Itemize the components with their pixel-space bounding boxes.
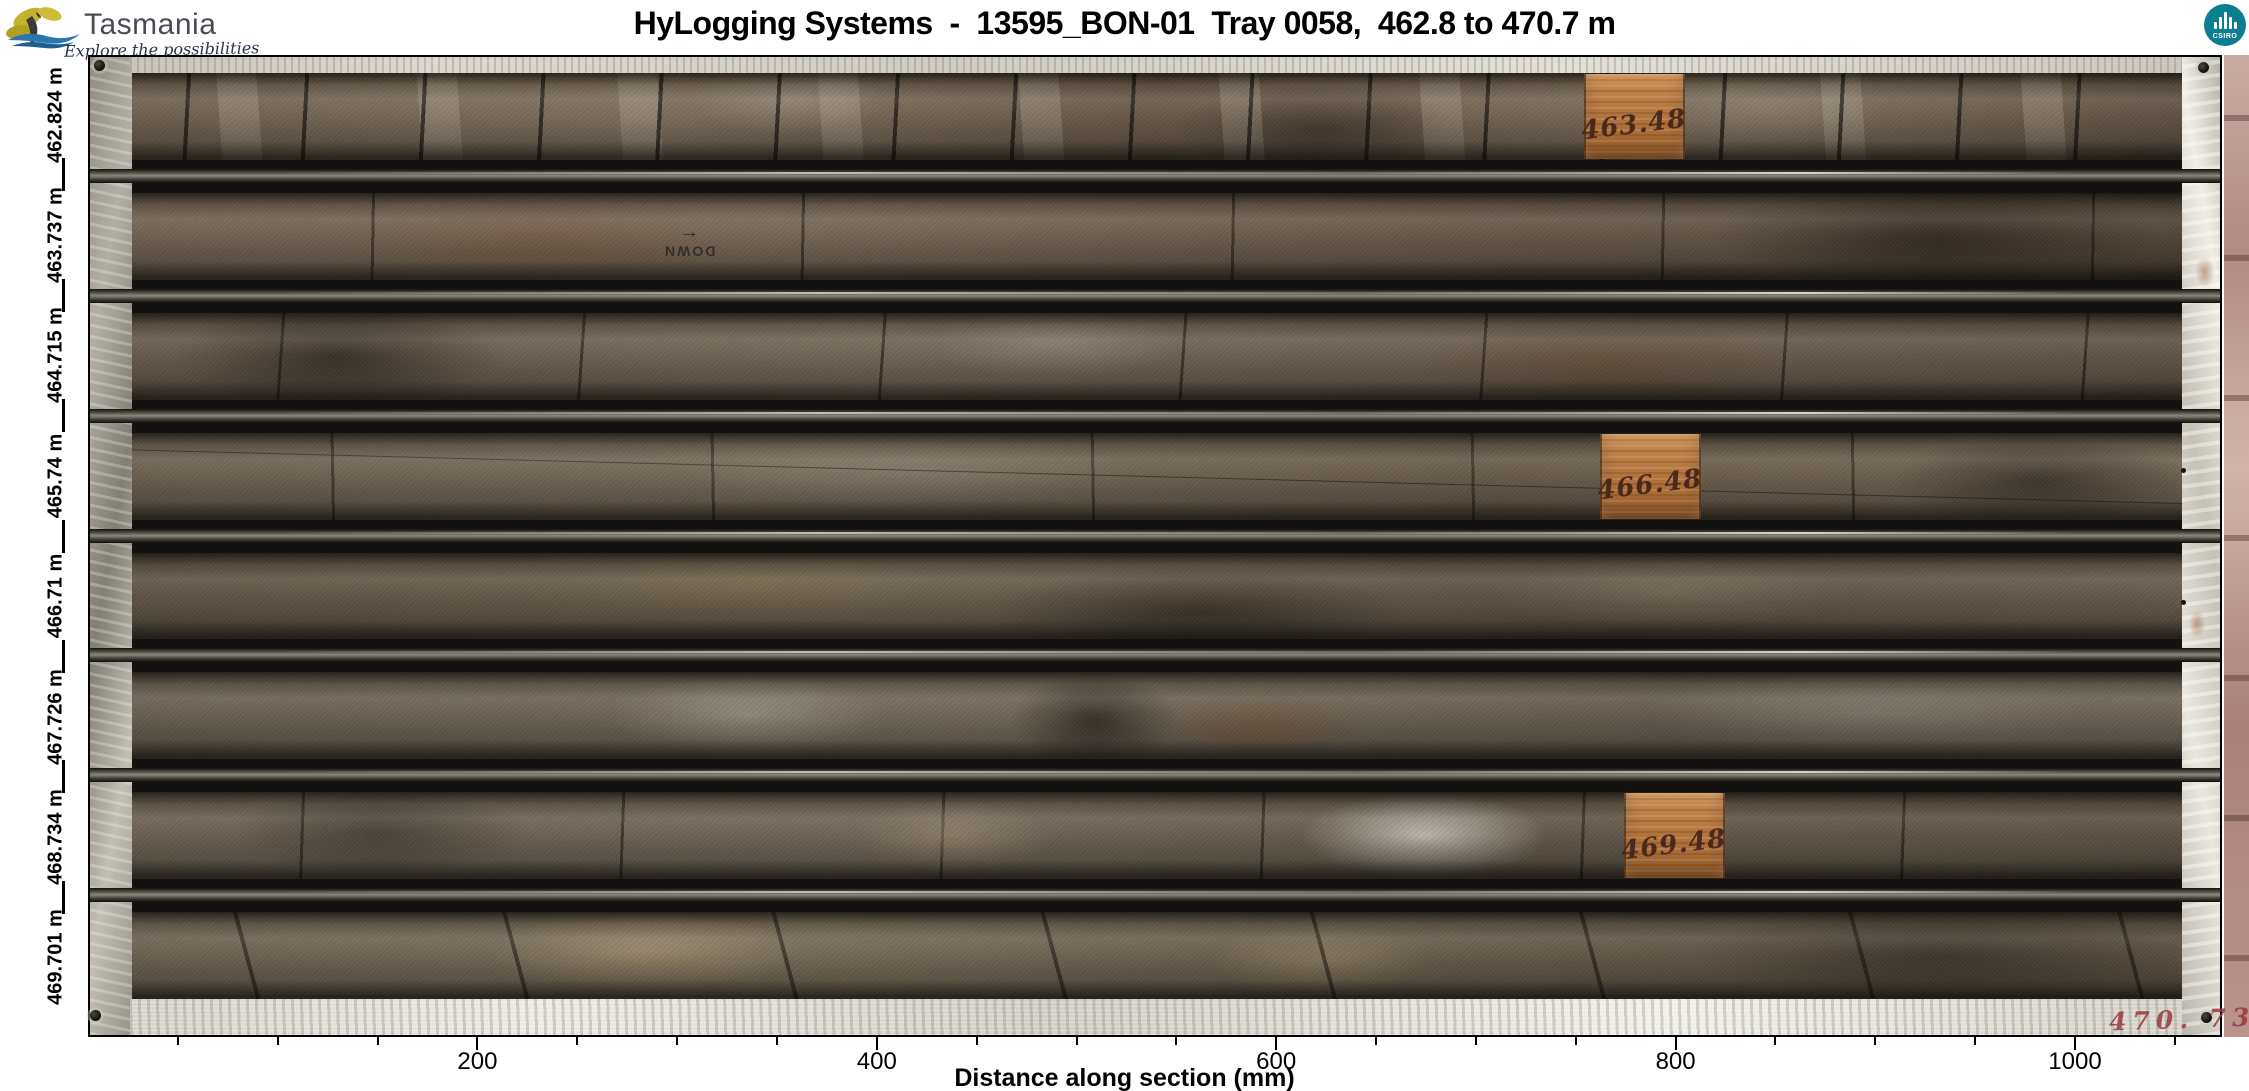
wooden-depth-block: 466.48 — [1596, 433, 1704, 519]
x-axis-tick — [176, 1037, 179, 1045]
plot-area: 463.48 → DOWN 466.48 469.48 470. 73 — [88, 55, 2249, 1037]
tray-left-rail — [90, 57, 132, 1035]
x-axis-tick-label: 600 — [1256, 1048, 1297, 1075]
x-axis-tick-label: 800 — [1655, 1048, 1696, 1075]
x-axis-tick — [1574, 1037, 1577, 1045]
csiro-logo-waveform-icon — [2204, 11, 2246, 29]
tray-screw — [2201, 1012, 2212, 1023]
core-row — [132, 552, 2182, 640]
depth-label: 468.734 m — [44, 789, 67, 885]
tray-top-edge — [130, 57, 2182, 73]
x-axis-tick — [676, 1037, 679, 1045]
x-axis-tick — [1674, 1037, 1677, 1050]
core-row — [132, 912, 2182, 999]
tasmania-logo-art — [6, 7, 80, 49]
row-divider — [90, 519, 2220, 553]
core-row: → DOWN — [132, 192, 2182, 280]
x-axis-tick — [975, 1037, 978, 1045]
core-rows: 463.48 → DOWN 466.48 469.48 — [90, 73, 2220, 999]
csiro-logo-label: CSIRO — [2212, 33, 2238, 40]
x-axis-tick — [1275, 1037, 1278, 1050]
bench-wood-strip — [2224, 55, 2249, 1037]
depth-label: 467.726 m — [44, 668, 67, 765]
core-row — [132, 672, 2182, 760]
x-axis-title: Distance along section (mm) — [954, 1064, 1295, 1091]
x-axis-tick — [1175, 1037, 1178, 1045]
y-axis-tick — [62, 639, 65, 673]
depth-label: 464.715 m — [44, 307, 67, 404]
x-axis-tick — [376, 1037, 379, 1045]
tray-screw — [94, 60, 105, 71]
x-axis-tick — [2173, 1037, 2176, 1045]
tray-rivet — [2181, 600, 2186, 605]
x-axis-tick — [1874, 1037, 1877, 1045]
y-axis-tick — [62, 880, 65, 914]
tray-screw — [90, 1010, 101, 1021]
x-axis-tick — [476, 1037, 479, 1050]
row-divider — [90, 279, 2220, 313]
figure-title: HyLogging Systems - 13595_BON-01 Tray 00… — [633, 5, 1616, 41]
x-axis-tick — [576, 1037, 579, 1045]
depth-label: 462.824 m — [44, 66, 67, 163]
divider-rail — [90, 408, 2220, 423]
x-axis-tick — [1375, 1037, 1378, 1045]
tasmania-logo: Tasmania Explore the possibilities — [6, 2, 260, 61]
divider-rail — [90, 888, 2220, 903]
divider-rail — [90, 768, 2220, 783]
csiro-logo: CSIRO — [2204, 4, 2246, 46]
depth-label: 465.74 m — [44, 433, 67, 519]
x-axis-tick-label: 400 — [856, 1048, 897, 1075]
y-axis-tick — [62, 519, 65, 553]
row-divider — [90, 399, 2220, 433]
down-arrow-icon: → — [679, 220, 700, 243]
core-row — [132, 312, 2182, 400]
row-divider — [90, 879, 2220, 913]
y-axis-tick — [62, 760, 65, 794]
x-axis-tick-label: 1000 — [2048, 1048, 2102, 1075]
wooden-depth-block: 463.48 — [1580, 74, 1688, 159]
tray-rivet — [2181, 468, 2186, 473]
tray-right-rail — [2182, 57, 2220, 1035]
x-axis-tick — [1075, 1037, 1078, 1045]
divider-rail — [90, 168, 2220, 183]
core-down-marker: → DOWN — [663, 220, 716, 260]
depth-label: 469.701 m — [44, 909, 67, 1006]
x-axis-tick — [2074, 1037, 2076, 1050]
divider-rail — [90, 288, 2220, 303]
row-divider — [90, 639, 2220, 673]
handwritten-end-depth: 470. 73 — [2108, 1002, 2249, 1037]
x-axis-tick — [1474, 1037, 1477, 1045]
x-axis-tick-label: 200 — [457, 1048, 498, 1075]
depth-label: 463.737 m — [44, 187, 67, 283]
tray-screw — [2198, 62, 2209, 73]
x-axis-tick — [276, 1037, 279, 1045]
y-axis-tick — [62, 399, 65, 433]
divider-rail — [90, 528, 2220, 543]
y-axis-tick — [62, 278, 65, 312]
wooden-depth-block: 469.48 — [1620, 793, 1728, 879]
y-axis-tick — [62, 158, 65, 192]
row-divider — [90, 759, 2220, 793]
x-axis-tick — [875, 1037, 878, 1050]
depth-block-label: 466.48 — [1596, 463, 1705, 507]
depth-block-label: 463.48 — [1580, 104, 1689, 147]
x-axis-tick — [775, 1037, 778, 1045]
tray-bottom-edge — [130, 999, 2182, 1035]
x-axis-tick — [1774, 1037, 1777, 1045]
row-divider — [90, 159, 2220, 193]
core-row: 463.48 — [132, 73, 2182, 160]
x-axis-tick — [1974, 1037, 1977, 1045]
core-row: 469.48 — [132, 792, 2182, 880]
divider-rail — [90, 648, 2220, 663]
depth-label: 466.71 m — [44, 553, 67, 639]
tasmania-logo-name: Tasmania — [84, 8, 217, 41]
depth-block-label: 469.48 — [1619, 823, 1729, 867]
core-row: 466.48 — [132, 432, 2182, 520]
